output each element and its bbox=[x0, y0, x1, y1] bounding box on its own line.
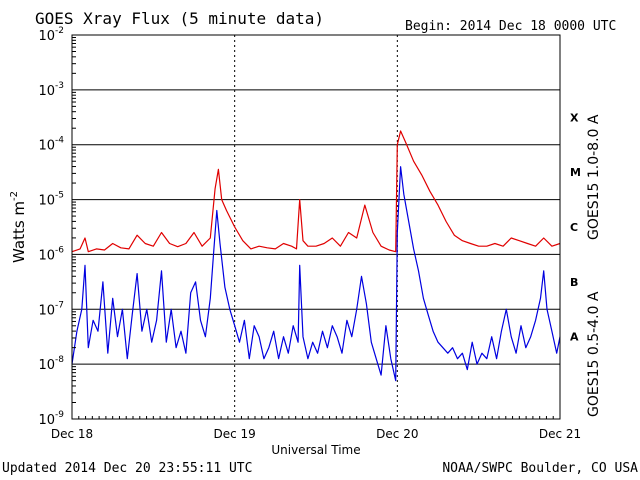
flare-class-b: B bbox=[570, 276, 578, 289]
y-tick-label: 10-6 bbox=[38, 245, 64, 263]
y-tick-base: 10 bbox=[38, 303, 55, 318]
flare-class-a: A bbox=[570, 331, 579, 344]
y-tick-base: 10 bbox=[38, 248, 55, 263]
y-tick-base: 10 bbox=[38, 139, 55, 154]
x-tick-label: Dec 21 bbox=[539, 427, 581, 441]
y-tick-label: 10-4 bbox=[38, 136, 64, 154]
credit-text: NOAA/SWPC Boulder, CO USA bbox=[442, 461, 638, 476]
y-axis-label-text: Watts m bbox=[10, 201, 28, 263]
chart-title: GOES Xray Flux (5 minute data) bbox=[35, 9, 324, 28]
y-axis-label: Watts m-2 bbox=[9, 191, 28, 263]
y-tick-label: 10-3 bbox=[38, 81, 64, 99]
y-tick-base: 10 bbox=[38, 84, 55, 99]
flare-class-labels: X M C B A bbox=[570, 111, 581, 343]
x-tick-label: Dec 19 bbox=[214, 427, 256, 441]
y-tick-base: 10 bbox=[38, 413, 55, 428]
y-tick-exponent: -4 bbox=[55, 136, 64, 146]
legend-long-channel: GOES15 1.0-8.0 A bbox=[586, 114, 602, 240]
y-tick-label: 10-7 bbox=[38, 300, 64, 318]
legend-short-channel: GOES15 0.5-4.0 A bbox=[586, 291, 602, 417]
series-line-short bbox=[71, 166, 561, 382]
y-tick-label: 10-5 bbox=[38, 191, 64, 209]
x-axis: Dec 18 Dec 19 Dec 20 Dec 21 bbox=[51, 416, 581, 441]
y-tick-exponent: -2 bbox=[55, 26, 64, 36]
plot-frame bbox=[71, 34, 561, 420]
flare-class-m: M bbox=[570, 166, 581, 179]
x-tick-label: Dec 20 bbox=[376, 427, 418, 441]
y-tick-label: 10-2 bbox=[38, 26, 64, 44]
y-tick-exponent: -8 bbox=[55, 355, 64, 365]
y-tick-base: 10 bbox=[38, 29, 55, 44]
x-axis-label: Universal Time bbox=[271, 443, 360, 457]
flare-class-x: X bbox=[570, 111, 579, 124]
updated-timestamp: Updated 2014 Dec 20 23:55:11 UTC bbox=[2, 461, 252, 476]
y-tick-exponent: -6 bbox=[55, 245, 64, 255]
flare-class-c: C bbox=[570, 221, 578, 234]
y-tick-exponent: -5 bbox=[55, 191, 64, 201]
y-axis: 10-210-310-410-510-610-710-810-9 bbox=[38, 26, 76, 428]
y-tick-base: 10 bbox=[38, 358, 55, 373]
series-line-long bbox=[71, 130, 561, 253]
y-tick-base: 10 bbox=[38, 194, 55, 209]
x-tick-label: Dec 18 bbox=[51, 427, 93, 441]
series-layer bbox=[71, 130, 561, 382]
grid bbox=[72, 34, 560, 420]
y-tick-label: 10-8 bbox=[38, 355, 64, 373]
y-tick-label: 10-9 bbox=[38, 410, 64, 428]
begin-label: Begin: 2014 Dec 18 0000 UTC bbox=[405, 19, 616, 34]
svg-text:Watts m-2: Watts m-2 bbox=[9, 191, 28, 263]
y-axis-label-sup: -2 bbox=[9, 191, 20, 201]
y-tick-exponent: -7 bbox=[55, 300, 64, 310]
y-tick-exponent: -9 bbox=[55, 410, 64, 420]
y-tick-exponent: -3 bbox=[55, 81, 64, 91]
